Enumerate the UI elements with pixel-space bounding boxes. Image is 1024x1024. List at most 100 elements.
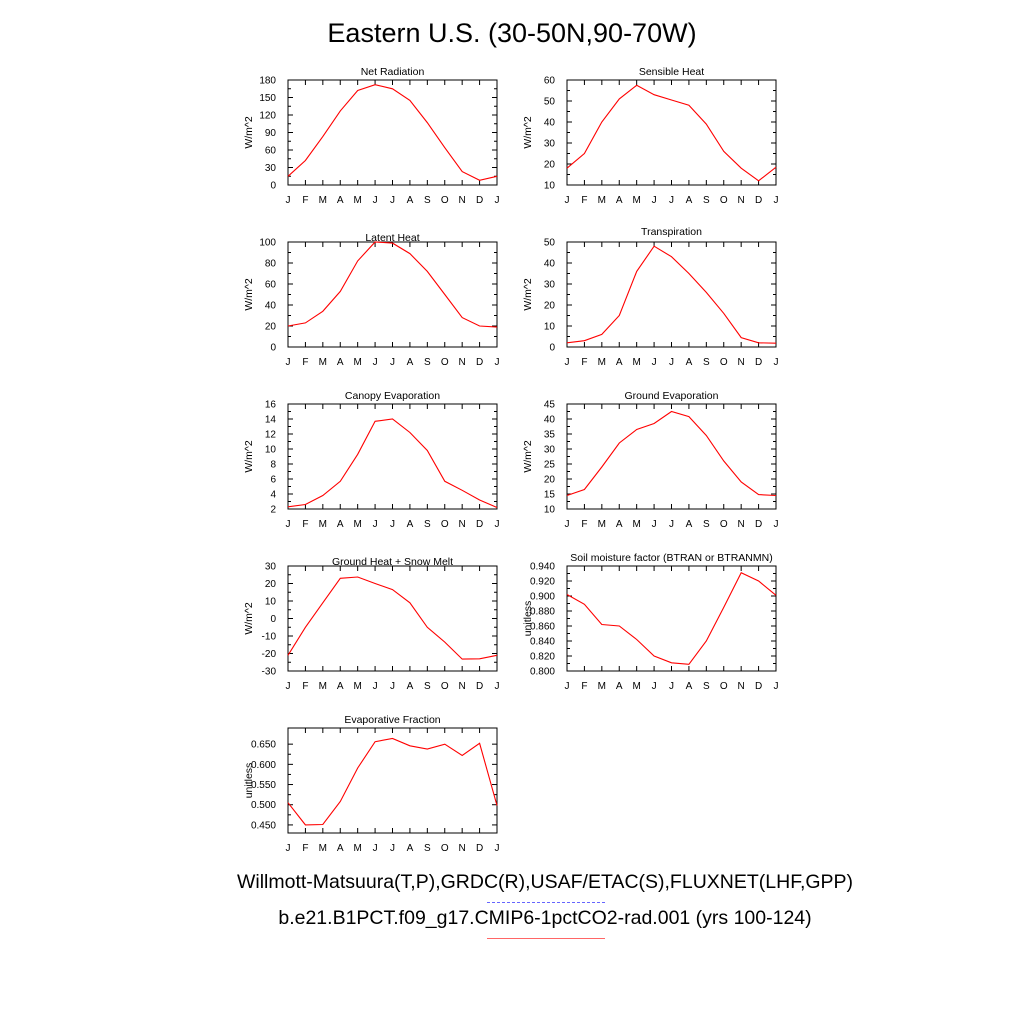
- x-tick-label: J: [495, 357, 500, 368]
- x-tick-label: A: [616, 519, 623, 530]
- x-tick-label: F: [581, 195, 587, 206]
- chart-title: Ground Evaporation: [625, 390, 719, 402]
- x-tick-label: S: [424, 519, 431, 530]
- x-tick-label: J: [774, 195, 779, 206]
- plot-frame: [287, 403, 498, 510]
- x-tick-label: J: [373, 195, 378, 206]
- y-tick-label: 4: [270, 490, 276, 501]
- x-tick-label: F: [302, 195, 308, 206]
- y-tick-label: 12: [265, 430, 277, 441]
- x-tick-label: S: [703, 357, 710, 368]
- y-axis-label: W/m^2: [243, 440, 255, 473]
- x-tick-label: N: [459, 519, 466, 530]
- x-tick-label: O: [441, 357, 449, 368]
- plot-frame: [566, 403, 777, 510]
- x-tick-label: O: [441, 519, 449, 530]
- x-tick-label: M: [353, 519, 361, 530]
- x-tick-label: N: [459, 843, 466, 854]
- model-legend-line: [487, 938, 605, 939]
- x-tick-label: N: [738, 357, 745, 368]
- y-tick-label: 30: [544, 280, 556, 291]
- x-tick-label: O: [441, 681, 449, 692]
- x-tick-label: F: [581, 681, 587, 692]
- y-tick-label: 50: [544, 97, 556, 108]
- x-tick-label: D: [755, 357, 762, 368]
- x-tick-label: S: [424, 357, 431, 368]
- x-tick-label: M: [598, 519, 606, 530]
- y-tick-label: 0.920: [530, 577, 555, 588]
- y-axis-label: W/m^2: [522, 116, 534, 149]
- x-tick-label: A: [337, 357, 344, 368]
- x-tick-label: S: [424, 843, 431, 854]
- x-tick-label: S: [703, 519, 710, 530]
- y-tick-label: 0: [549, 343, 555, 354]
- x-tick-label: M: [353, 357, 361, 368]
- y-tick-label: -20: [262, 649, 277, 660]
- x-tick-label: J: [669, 519, 674, 530]
- y-tick-label: 0.500: [251, 800, 276, 811]
- x-tick-label: J: [669, 681, 674, 692]
- y-tick-label: 10: [265, 597, 277, 608]
- x-tick-label: A: [616, 195, 623, 206]
- y-axis-label: unitless: [243, 763, 255, 799]
- x-tick-label: J: [652, 519, 657, 530]
- y-tick-label: 0.880: [530, 607, 555, 618]
- y-tick-label: 0.550: [251, 780, 276, 791]
- x-tick-label: J: [286, 357, 291, 368]
- y-tick-label: 180: [259, 76, 276, 87]
- y-tick-label: 2: [270, 505, 276, 516]
- x-tick-label: J: [652, 681, 657, 692]
- y-tick-label: 60: [544, 76, 556, 87]
- x-tick-label: O: [441, 195, 449, 206]
- observations-caption: Willmott-Matsuura(T,P),GRDC(R),USAF/ETAC…: [236, 871, 854, 893]
- x-tick-label: N: [459, 195, 466, 206]
- x-tick-label: A: [337, 519, 344, 530]
- x-tick-label: J: [652, 195, 657, 206]
- x-tick-label: J: [669, 357, 674, 368]
- plot-frame: [566, 565, 777, 672]
- chart-title: Ground Heat + Snow Melt: [332, 556, 453, 568]
- chart-panel: Soil moisture factor (BTRAN or BTRANMN) u…: [522, 552, 779, 692]
- y-tick-label: 15: [544, 490, 556, 501]
- x-tick-label: J: [390, 357, 395, 368]
- x-tick-label: J: [286, 519, 291, 530]
- x-tick-label: F: [302, 843, 308, 854]
- y-tick-label: 10: [265, 445, 277, 456]
- y-axis-label: W/m^2: [243, 278, 255, 311]
- y-tick-label: 0.940: [530, 562, 555, 573]
- plot-frame: [287, 241, 498, 348]
- y-tick-label: 30: [265, 163, 277, 174]
- y-axis-label: W/m^2: [243, 602, 255, 635]
- x-tick-label: S: [703, 195, 710, 206]
- y-tick-label: 20: [265, 322, 277, 333]
- x-tick-label: M: [319, 357, 327, 368]
- y-tick-label: 50: [544, 238, 556, 249]
- x-tick-label: A: [407, 357, 414, 368]
- x-tick-label: D: [755, 681, 762, 692]
- x-tick-label: A: [407, 681, 414, 692]
- plot-frame: [287, 79, 498, 186]
- y-tick-label: 0.860: [530, 622, 555, 633]
- x-tick-label: J: [774, 681, 779, 692]
- x-tick-label: F: [302, 681, 308, 692]
- page-title: Eastern U.S. (30-50N,90-70W): [327, 18, 697, 48]
- x-tick-label: A: [686, 357, 693, 368]
- x-tick-label: J: [373, 681, 378, 692]
- x-tick-label: D: [755, 519, 762, 530]
- x-tick-label: M: [632, 195, 640, 206]
- x-tick-label: J: [390, 843, 395, 854]
- x-tick-label: D: [476, 681, 483, 692]
- observations-legend-line: [487, 902, 605, 903]
- x-tick-label: J: [774, 519, 779, 530]
- x-tick-label: J: [565, 681, 570, 692]
- x-tick-label: N: [738, 195, 745, 206]
- y-tick-label: 60: [265, 280, 277, 291]
- y-tick-label: 40: [544, 415, 556, 426]
- x-tick-label: J: [565, 195, 570, 206]
- x-tick-label: M: [319, 843, 327, 854]
- x-tick-label: D: [476, 843, 483, 854]
- series-line: [566, 571, 777, 665]
- chart-title: Sensible Heat: [639, 66, 704, 78]
